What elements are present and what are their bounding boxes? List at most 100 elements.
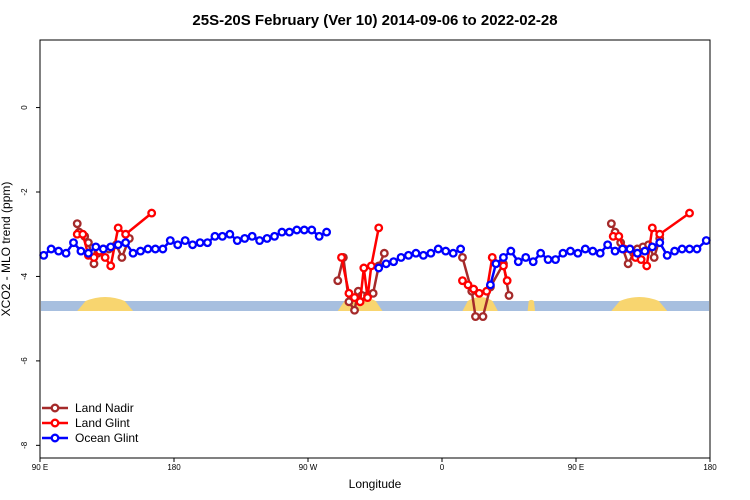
point-2-63	[573, 248, 583, 258]
point-0-0	[72, 219, 82, 229]
point-2-51	[485, 280, 495, 290]
x-tick-label-5: 180	[703, 463, 717, 472]
x-axis-label: Longitude	[349, 477, 402, 491]
point-1-14	[359, 263, 369, 273]
point-2-13	[136, 246, 145, 256]
point-2-6	[83, 248, 93, 258]
point-2-78	[685, 244, 694, 254]
point-1-32	[642, 261, 652, 271]
point-2-41	[389, 257, 399, 267]
land-segment-3	[527, 299, 536, 311]
point-2-44	[411, 248, 421, 258]
point-0-9	[117, 252, 127, 262]
y-tick-label-4: -8	[20, 441, 29, 449]
point-2-70	[625, 244, 635, 254]
point-2-42	[396, 252, 406, 262]
point-0-14	[350, 305, 359, 315]
point-2-80	[701, 236, 711, 246]
point-2-23	[210, 231, 220, 241]
point-2-24	[217, 231, 227, 241]
point-2-19	[180, 236, 190, 246]
point-2-11	[121, 238, 131, 248]
plot-frame	[39, 39, 711, 459]
point-0-27	[504, 290, 514, 300]
point-2-20	[188, 240, 198, 250]
x-tick-label-3: 0	[440, 463, 445, 472]
point-2-3	[61, 248, 71, 258]
y-tick-label-3: -6	[20, 357, 29, 365]
point-2-1	[46, 244, 56, 254]
point-0-31	[623, 259, 633, 269]
point-1-7	[113, 223, 123, 233]
point-1-27	[614, 231, 624, 241]
point-1-5	[100, 252, 110, 262]
x-tick-label-4: 90 E	[568, 463, 584, 472]
point-1-8	[121, 229, 131, 239]
point-1-25	[502, 276, 512, 286]
point-2-29	[255, 236, 265, 246]
point-2-54	[506, 246, 516, 256]
point-1-24	[498, 261, 508, 271]
point-0-11	[333, 276, 343, 286]
point-2-16	[158, 244, 168, 254]
point-2-9	[106, 242, 116, 252]
legend-marker-2	[50, 433, 60, 443]
point-2-4	[69, 238, 78, 248]
point-2-5	[76, 246, 86, 256]
legend-label-1: Land Glint	[75, 416, 130, 430]
point-2-68	[610, 246, 620, 256]
point-2-2	[54, 246, 64, 256]
point-1-17	[374, 223, 384, 233]
point-2-50	[456, 244, 466, 254]
point-2-43	[404, 250, 413, 260]
point-2-59	[543, 255, 553, 265]
point-2-39	[374, 263, 384, 273]
point-2-25	[225, 229, 235, 239]
point-2-38	[322, 227, 332, 237]
y-axis-label: XCO2 - MLO trend (ppm)	[0, 182, 13, 317]
point-1-19	[463, 280, 473, 290]
point-2-62	[565, 246, 575, 256]
y-tick-label-0: 0	[20, 105, 29, 110]
point-2-12	[128, 248, 138, 258]
point-1-11	[344, 288, 354, 298]
point-2-21	[195, 238, 205, 248]
point-2-55	[513, 257, 523, 267]
chart-title: 25S-20S February (Ver 10) 2014-09-06 to …	[192, 12, 557, 29]
point-1-22	[482, 286, 492, 296]
point-2-34	[292, 225, 302, 235]
point-1-13	[355, 297, 365, 307]
point-2-7	[91, 242, 101, 252]
point-2-71	[632, 248, 642, 258]
x-tick-label-1: 180	[167, 463, 181, 472]
legend-marker-1	[50, 418, 60, 428]
x-axis: 90 E 180 90 W 0 90 E 180	[32, 458, 717, 472]
point-2-66	[595, 248, 605, 258]
point-2-57	[528, 257, 538, 267]
point-2-30	[262, 233, 272, 243]
y-tick-label-1: -2	[20, 188, 29, 196]
land-band	[41, 297, 709, 311]
point-2-37	[314, 231, 324, 241]
point-2-46	[426, 248, 436, 258]
point-2-18	[173, 240, 183, 250]
point-2-58	[536, 248, 546, 258]
point-2-36	[307, 225, 317, 235]
point-2-0	[39, 250, 49, 260]
point-0-23	[471, 312, 480, 322]
land-segment-2	[462, 297, 498, 311]
point-2-45	[418, 250, 428, 260]
point-2-73	[647, 242, 657, 252]
point-2-76	[670, 246, 680, 256]
point-1-15	[363, 293, 373, 303]
point-0-13	[344, 297, 354, 307]
land-segment-0	[77, 297, 134, 311]
point-1-34	[655, 229, 665, 239]
point-2-53	[498, 252, 508, 262]
point-0-28	[606, 219, 616, 229]
point-2-48	[441, 246, 451, 256]
point-1-12	[350, 293, 359, 303]
point-2-52	[491, 259, 501, 269]
